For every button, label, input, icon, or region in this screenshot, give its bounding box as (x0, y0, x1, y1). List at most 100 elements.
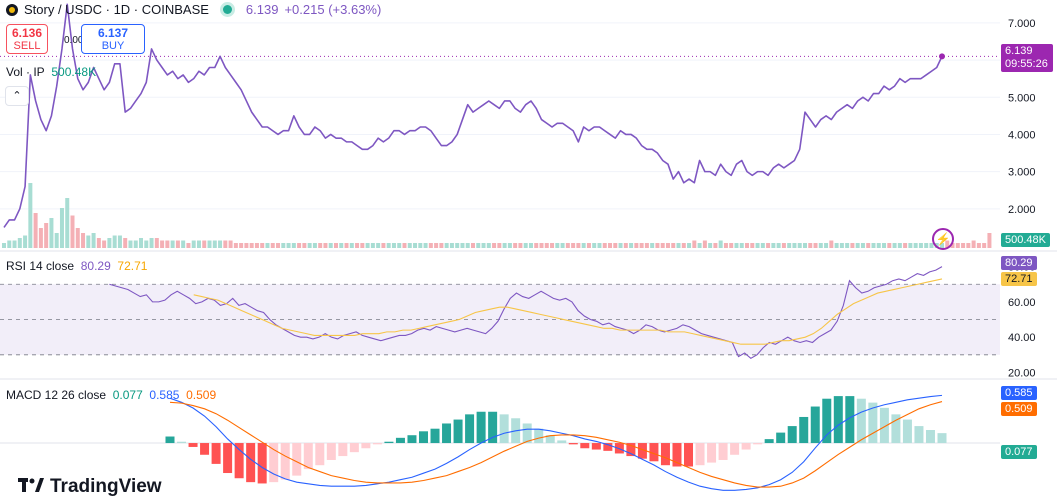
macd-histogram-bar (522, 423, 532, 444)
volume-bar (608, 243, 613, 248)
macd-histogram-bar (741, 443, 751, 450)
volume-bar (950, 243, 955, 248)
macd-histogram-bar (315, 443, 325, 466)
volume-bar (323, 243, 328, 248)
macd-histogram-bar (211, 443, 221, 464)
tradingview-logo[interactable]: TradingView (18, 476, 162, 498)
volume-bar (75, 228, 80, 248)
volume-bar (745, 243, 750, 248)
macd-hist-legend-value: 0.077 (112, 388, 143, 402)
price-tag-countdown: 09:55:26 (1005, 58, 1048, 70)
volume-bar (718, 240, 723, 248)
volume-bar (54, 233, 59, 248)
rsi-legend: RSI 14 close 80.29 72.71 (6, 259, 147, 273)
volume-bar (228, 240, 233, 248)
rsi-line (109, 266, 943, 360)
macd-histogram-bar (545, 435, 555, 444)
volume-bar (360, 243, 365, 248)
macd-histogram-bar (591, 443, 601, 450)
macd-histogram-bar (603, 443, 613, 451)
macd-histogram-bar (914, 426, 924, 444)
volume-bar (102, 240, 107, 248)
macd-histogram-bar (384, 441, 394, 444)
rsi-legend-value: 80.29 (80, 259, 111, 273)
price-line (3, 3, 943, 228)
volume-bar (96, 238, 101, 248)
volume-bar (449, 243, 454, 248)
volume-bar (860, 243, 865, 248)
macd-histogram-bar (280, 443, 290, 480)
macd-legend-label: MACD 12 26 close (6, 388, 107, 402)
volume-bar (903, 243, 908, 248)
macd-histogram-bar (695, 443, 705, 466)
volume-bar (91, 233, 96, 248)
collapse-legend-button[interactable]: ⌃ (5, 86, 29, 106)
volume-bar (771, 243, 776, 248)
macd-line (169, 394, 943, 491)
macd-histogram-bar (395, 437, 405, 444)
volume-bar (476, 243, 481, 248)
macd-histogram-bar (418, 431, 428, 444)
buy-label: BUY (101, 40, 125, 52)
rsi-tick-label: 60.00 (1008, 297, 1036, 309)
macd-histogram-bar (649, 443, 659, 462)
volume-bar (897, 243, 902, 248)
price-tag-value: 6.139 (1005, 45, 1033, 57)
rsi-ma-line (193, 278, 943, 345)
macd-histogram-bar (660, 443, 670, 466)
volume-bar (133, 240, 138, 248)
macd-histogram-bar (488, 411, 498, 444)
volume-bar (397, 243, 402, 248)
volume-bar (871, 243, 876, 248)
volume-bar (65, 198, 70, 248)
symbol-title[interactable]: Story / USDC · 1D · COINBASE (24, 2, 209, 17)
volume-bar (565, 243, 570, 248)
macd-histogram-bar (879, 407, 889, 444)
volume-bar (507, 243, 512, 248)
volume-bar (12, 240, 17, 248)
symbol-header: Story / USDC · 1D · COINBASE 6.139 +0.21… (6, 2, 381, 17)
volume-bar (723, 243, 728, 248)
buy-button[interactable]: 6.137 BUY (81, 24, 145, 54)
macd-histogram-bar (822, 398, 832, 444)
volume-bar (23, 235, 28, 248)
volume-bar (249, 243, 254, 248)
volume-bar (966, 243, 971, 248)
lightning-icon[interactable]: ⚡ (932, 228, 954, 250)
volume-bar (792, 243, 797, 248)
price-tick-label: 4.000 (1008, 129, 1036, 141)
volume-bar (523, 243, 528, 248)
volume-bar (839, 243, 844, 248)
volume-bar (729, 243, 734, 248)
macd-histogram-bar (672, 443, 682, 467)
volume-bar (391, 243, 396, 248)
macd-histogram-bar (407, 435, 417, 444)
macd-histogram-bar (442, 423, 452, 444)
macd-histogram-bar (177, 441, 187, 444)
volume-bar (191, 240, 196, 248)
volume-bar (908, 243, 913, 248)
macd-histogram-bar (891, 414, 901, 444)
volume-bar (571, 243, 576, 248)
volume-bar (70, 215, 75, 248)
volume-bar (318, 243, 323, 248)
volume-bar (676, 243, 681, 248)
volume-bar (581, 243, 586, 248)
volume-bar (492, 243, 497, 248)
macd-histogram-bar (372, 443, 382, 445)
volume-bar (218, 240, 223, 248)
volume-bar (834, 243, 839, 248)
volume-bar (560, 243, 565, 248)
story-logo-icon (6, 3, 18, 16)
volume-bar (254, 243, 259, 248)
volume-bar (597, 243, 602, 248)
volume-bar (439, 243, 444, 248)
volume-bar (918, 243, 923, 248)
volume-bar (961, 243, 966, 248)
macd-histogram-bar (753, 443, 763, 445)
volume-bar (855, 243, 860, 248)
macd-histogram-bar (223, 443, 233, 474)
sell-button[interactable]: 6.136 SELL (6, 24, 48, 54)
volume-bar (681, 243, 686, 248)
